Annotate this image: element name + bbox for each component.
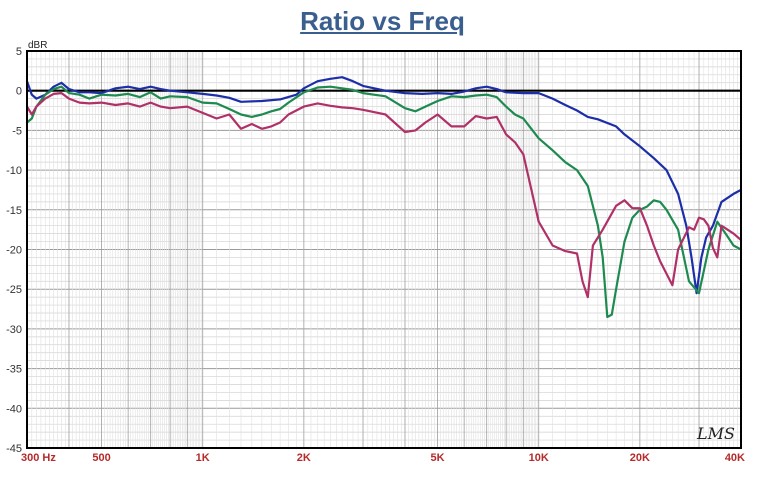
y-tick-label: -45 (6, 443, 22, 455)
plot-frame (26, 50, 742, 449)
chart-title: Ratio vs Freq (300, 6, 465, 36)
y-tick-label: -40 (6, 403, 22, 415)
y-tick-labels: 5 0 -5 -10 -15 -20 -25 -30 -35 -40 -45 (6, 46, 22, 455)
x-tick-label: 5K (431, 452, 445, 464)
x-tick-label: 300 Hz (21, 452, 56, 464)
y-axis-label: dBR (28, 40, 47, 51)
y-tick-label: -25 (6, 284, 22, 296)
y-tick-label: -20 (6, 245, 22, 257)
y-tick-label: -30 (6, 324, 22, 336)
y-tick-label: -35 (6, 364, 22, 376)
y-tick-label: 0 (16, 86, 22, 98)
x-tick-label: 500 (92, 452, 110, 464)
series-layer (25, 76, 743, 319)
y-tick-label: -10 (6, 165, 22, 177)
x-tick-label: 10K (529, 452, 549, 464)
x-tick-label: 2K (297, 452, 311, 464)
series-line-3 (25, 92, 743, 299)
series-line-2 (25, 85, 743, 319)
lms-watermark: LMS (696, 424, 735, 443)
x-tick-label: 1K (196, 452, 210, 464)
x-tick-label: 40K (725, 452, 745, 464)
x-tick-labels: 300 Hz 500 1K 2K 5K 10K 20K 40K (21, 452, 745, 464)
x-tick-label: 20K (630, 452, 650, 464)
y-tick-label: 5 (16, 46, 22, 58)
series-line-1 (25, 76, 743, 295)
y-tick-label: -5 (12, 125, 22, 137)
y-tick-label: -15 (6, 205, 22, 217)
